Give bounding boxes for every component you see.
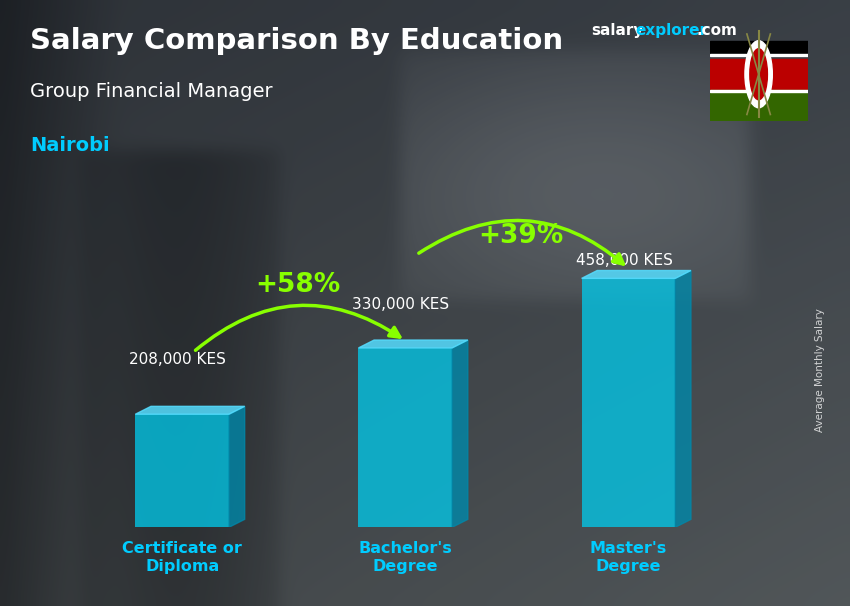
- Bar: [710, 90, 808, 92]
- Text: .com: .com: [697, 23, 738, 38]
- Text: 458,000 KES: 458,000 KES: [575, 253, 672, 268]
- FancyBboxPatch shape: [359, 348, 452, 527]
- Text: Nairobi: Nairobi: [30, 136, 110, 155]
- Text: Average Monthly Salary: Average Monthly Salary: [815, 308, 825, 431]
- Bar: [710, 90, 808, 121]
- Polygon shape: [359, 340, 468, 348]
- FancyBboxPatch shape: [581, 278, 675, 527]
- Text: explorer: explorer: [636, 23, 708, 38]
- Text: +39%: +39%: [479, 222, 564, 248]
- FancyBboxPatch shape: [135, 415, 229, 527]
- Ellipse shape: [750, 48, 768, 100]
- Bar: [710, 54, 808, 56]
- Text: salary: salary: [591, 23, 643, 38]
- Polygon shape: [452, 340, 468, 527]
- Polygon shape: [675, 270, 691, 527]
- Text: Salary Comparison By Education: Salary Comparison By Education: [30, 27, 563, 55]
- Bar: [710, 59, 808, 90]
- Text: 208,000 KES: 208,000 KES: [129, 351, 226, 367]
- Text: 330,000 KES: 330,000 KES: [352, 297, 450, 312]
- Bar: [710, 41, 808, 56]
- Text: Group Financial Manager: Group Financial Manager: [30, 82, 272, 101]
- Polygon shape: [135, 407, 245, 415]
- Polygon shape: [581, 270, 691, 278]
- Text: +58%: +58%: [256, 271, 341, 298]
- Polygon shape: [229, 407, 245, 527]
- Ellipse shape: [745, 41, 773, 108]
